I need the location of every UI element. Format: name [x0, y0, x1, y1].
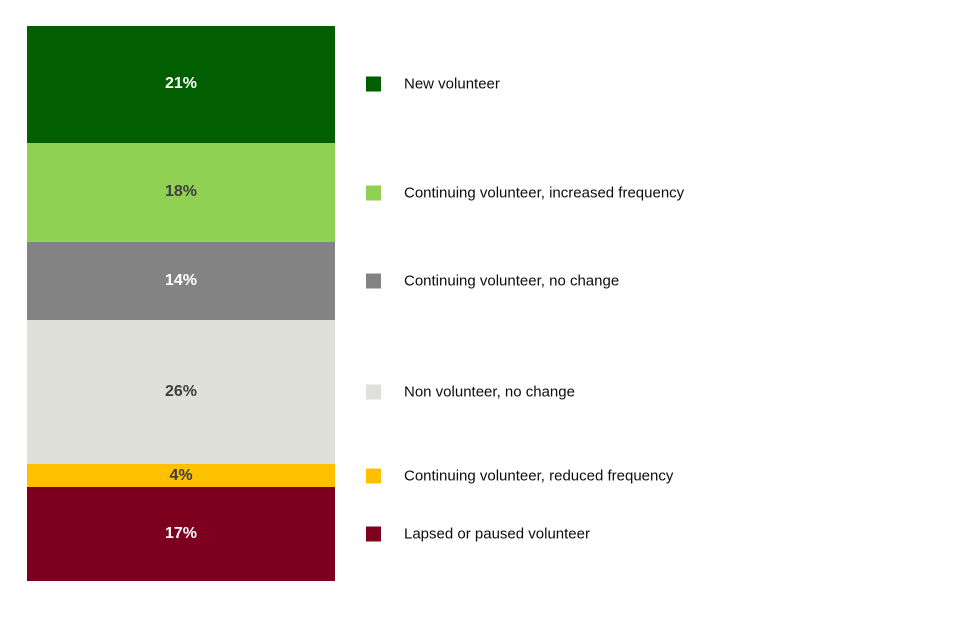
legend-label: Continuing volunteer, increased frequenc… [404, 184, 685, 201]
bar-segment-6: 17% [27, 486, 335, 581]
bar-segment-4: 26% [27, 320, 335, 465]
legend-swatch [366, 526, 381, 542]
legend-item-1: New volunteer [366, 76, 500, 93]
legend-swatch [366, 273, 381, 289]
legend-item-2: Continuing volunteer, increased frequenc… [366, 184, 684, 201]
bar-segment-1: 21% [27, 26, 335, 143]
legend-swatch [366, 185, 381, 200]
legend-label: Continuing volunteer, reduced frequency [404, 467, 674, 485]
legend-label: New volunteer [404, 75, 500, 93]
legend-item-4: Non volunteer, no change [366, 384, 575, 401]
legend-item-5: Continuing volunteer, reduced frequency [366, 467, 673, 484]
segment-value-label: 21% [164, 75, 198, 93]
legend-label: Continuing volunteer, no change [404, 272, 620, 290]
segment-value-label: 26% [164, 383, 198, 401]
segment-value-label: 18% [164, 183, 198, 201]
stacked-bar: 21% 18% 14% 26% 4% 17% [27, 26, 335, 581]
segment-value-label: 17% [164, 524, 198, 542]
bar-segment-2: 18% [27, 142, 335, 243]
legend-item-6: Lapsed or paused volunteer [366, 525, 590, 542]
segment-value-label: 4% [169, 466, 193, 484]
bar-segment-5: 4% [27, 464, 335, 487]
legend-item-3: Continuing volunteer, no change [366, 273, 619, 290]
legend-swatch [366, 468, 381, 484]
legend-swatch [366, 76, 381, 92]
segment-value-label: 14% [164, 272, 198, 290]
bar-segment-3: 14% [27, 242, 335, 321]
legend-label: Non volunteer, no change [404, 383, 575, 401]
legend-label: Lapsed or paused volunteer [404, 525, 590, 543]
legend-swatch [366, 384, 381, 400]
